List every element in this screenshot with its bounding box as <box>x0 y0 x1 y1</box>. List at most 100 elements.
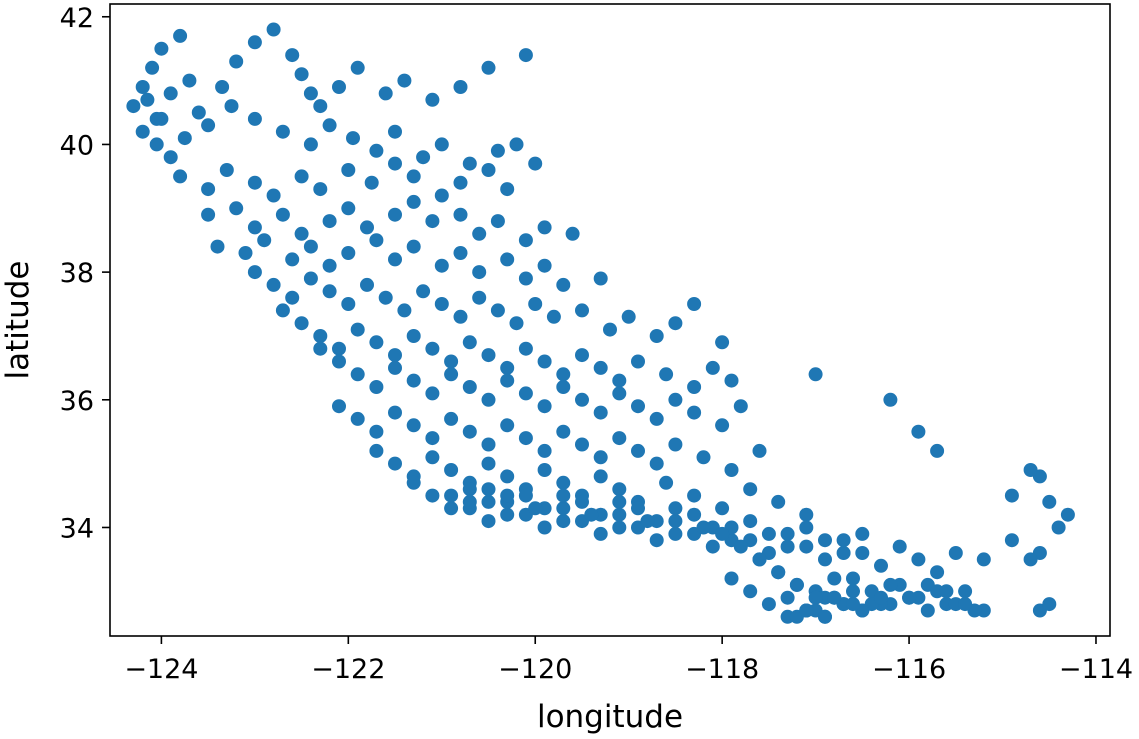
data-point <box>546 309 561 324</box>
y-tick-label: 40 <box>60 130 94 161</box>
data-point <box>1004 488 1019 503</box>
data-point <box>715 526 730 541</box>
data-point <box>322 284 337 299</box>
data-point <box>462 482 477 497</box>
data-point <box>705 539 720 554</box>
data-point <box>313 182 328 197</box>
data-point <box>649 329 664 343</box>
data-point <box>631 354 645 369</box>
data-point <box>313 341 328 356</box>
data-point <box>668 501 683 516</box>
data-point <box>827 590 842 605</box>
data-point <box>509 316 524 331</box>
data-point <box>275 124 290 139</box>
data-point <box>369 233 384 248</box>
data-point <box>453 80 468 94</box>
data-point <box>771 565 786 580</box>
x-tick-label: −118 <box>685 654 759 685</box>
data-point <box>855 546 870 560</box>
data-point <box>537 520 552 535</box>
data-point <box>406 194 421 209</box>
data-point <box>145 60 160 75</box>
data-point <box>481 514 496 529</box>
data-point <box>1023 463 1038 477</box>
data-point <box>733 399 748 414</box>
data-point <box>154 41 169 56</box>
data-point <box>444 501 459 516</box>
data-point <box>425 386 440 401</box>
data-point <box>556 488 571 503</box>
data-point <box>135 80 150 94</box>
data-point <box>537 463 552 477</box>
data-point <box>500 418 515 433</box>
data-point <box>724 463 739 477</box>
data-point <box>1042 494 1057 509</box>
data-point <box>705 360 720 375</box>
data-point <box>462 424 477 439</box>
data-point <box>257 233 272 248</box>
data-point <box>313 329 328 343</box>
data-point <box>593 469 608 484</box>
data-point <box>346 131 360 146</box>
data-point <box>743 482 758 497</box>
data-point <box>341 163 356 177</box>
data-point <box>369 335 384 350</box>
data-point <box>818 533 832 548</box>
data-point <box>388 252 402 267</box>
data-point <box>518 431 533 446</box>
data-point <box>406 418 421 433</box>
data-point <box>631 399 645 414</box>
data-point <box>930 443 945 458</box>
data-point <box>537 258 552 273</box>
data-point <box>724 373 739 388</box>
data-point <box>285 252 300 267</box>
data-point <box>425 450 440 465</box>
data-point <box>472 226 487 241</box>
data-point <box>1004 533 1019 548</box>
data-point <box>687 405 702 420</box>
data-point <box>247 220 262 235</box>
data-point <box>453 175 468 190</box>
data-point <box>369 424 384 439</box>
data-point <box>247 111 262 126</box>
data-points <box>126 22 1075 624</box>
data-point <box>481 348 496 363</box>
data-point <box>378 86 393 101</box>
data-point <box>593 450 608 465</box>
data-point <box>369 380 384 394</box>
data-point <box>696 450 711 465</box>
data-point <box>556 501 571 516</box>
data-point <box>219 163 234 177</box>
data-point <box>1051 520 1066 535</box>
data-point <box>201 182 216 197</box>
data-point <box>752 552 767 567</box>
data-point <box>388 156 402 171</box>
data-point <box>500 469 515 484</box>
data-point <box>388 348 402 363</box>
data-point <box>294 67 309 82</box>
data-point <box>743 584 758 599</box>
data-point <box>1060 507 1075 522</box>
x-axis-title: longitude <box>537 699 683 735</box>
data-point <box>369 443 384 458</box>
data-point <box>518 48 533 63</box>
data-point <box>939 584 954 599</box>
data-point <box>434 297 449 311</box>
data-point <box>958 584 973 599</box>
data-point <box>247 175 262 190</box>
data-point <box>210 239 225 254</box>
data-point <box>135 124 150 139</box>
data-point <box>911 552 926 567</box>
data-point <box>696 520 711 535</box>
data-point <box>500 373 515 388</box>
data-point <box>818 552 832 567</box>
data-point <box>173 28 188 43</box>
data-point <box>322 118 337 133</box>
data-point <box>575 494 589 509</box>
data-point <box>201 118 216 133</box>
data-point <box>761 597 776 612</box>
data-point <box>224 99 239 114</box>
data-point <box>808 590 823 605</box>
data-point <box>173 169 188 184</box>
